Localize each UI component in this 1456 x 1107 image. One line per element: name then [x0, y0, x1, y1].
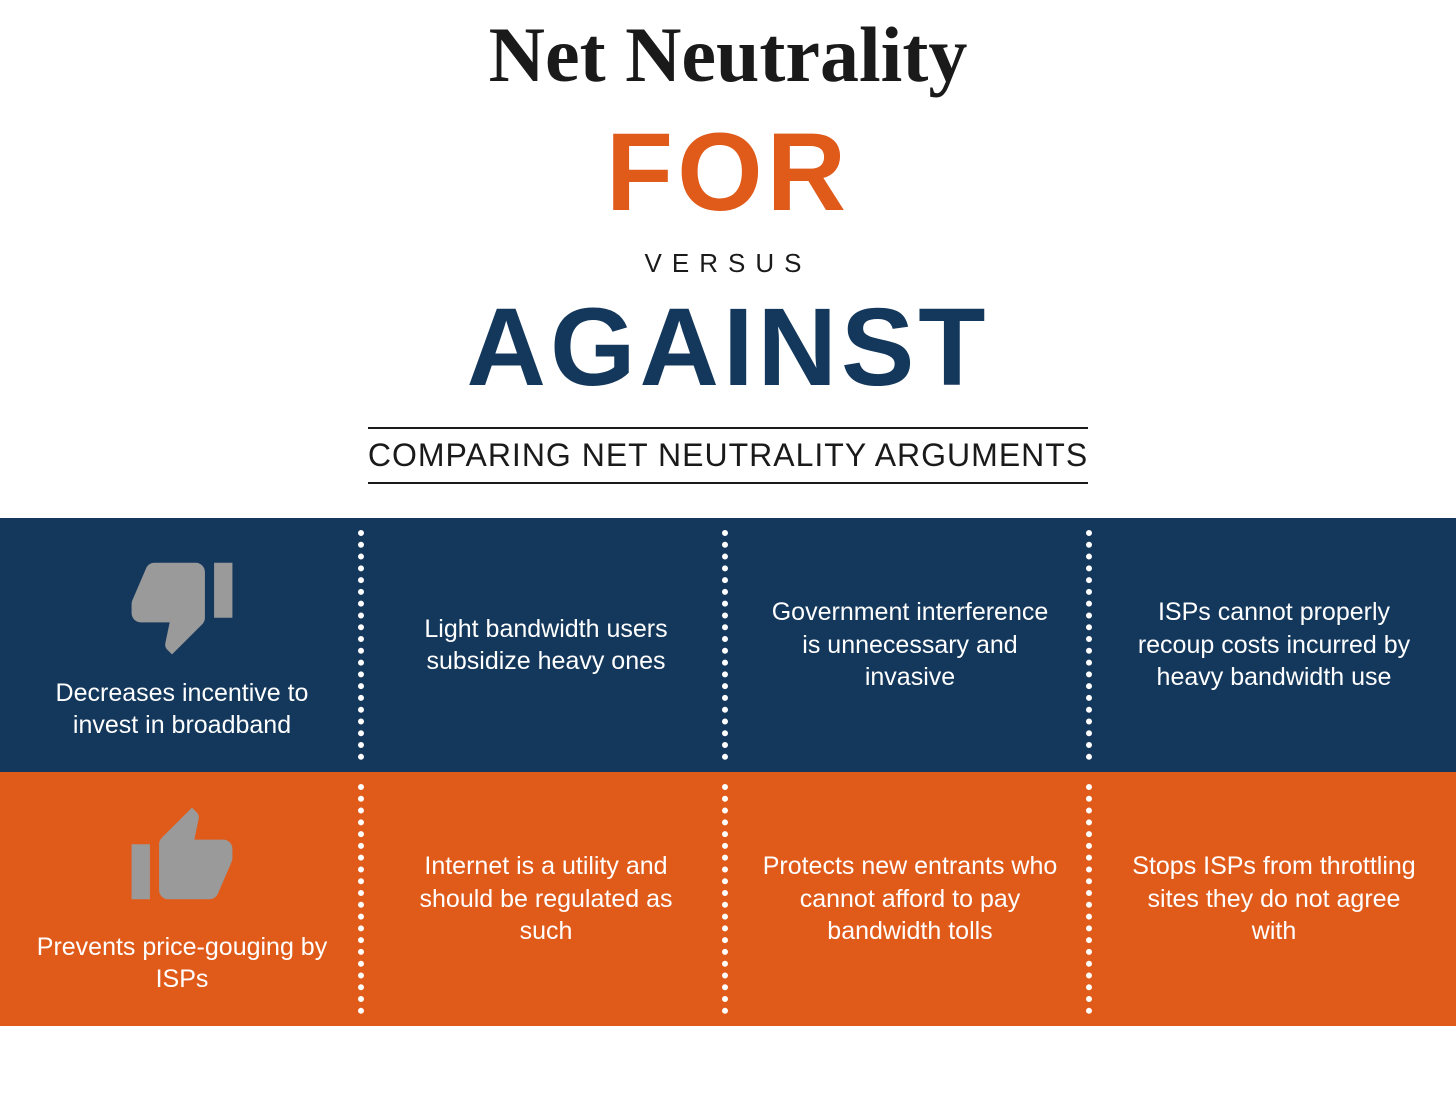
thumbs-up-icon — [127, 803, 237, 913]
for-cell-0: Prevents price-gouging by ISPs — [0, 772, 364, 1026]
page-title: Net Neutrality — [0, 10, 1456, 100]
against-text-2: Government interference is unnecessary a… — [762, 596, 1058, 694]
for-cell-2: Protects new entrants who cannot afford … — [728, 772, 1092, 1026]
header: Net Neutrality FOR VERSUS AGAINST COMPAR… — [0, 0, 1456, 484]
for-text-2: Protects new entrants who cannot afford … — [762, 850, 1058, 948]
thumbs-down-icon — [127, 549, 237, 659]
against-cell-1: Light bandwidth users subsidize heavy on… — [364, 518, 728, 772]
subtitle: COMPARING NET NEUTRALITY ARGUMENTS — [368, 437, 1088, 474]
against-text-1: Light bandwidth users subsidize heavy on… — [398, 613, 694, 678]
versus-label: VERSUS — [0, 248, 1456, 279]
comparison-grid: Decreases incentive to invest in broadba… — [0, 518, 1456, 1026]
for-cell-3: Stops ISPs from throttling sites they do… — [1092, 772, 1456, 1026]
for-heading: FOR — [0, 118, 1456, 228]
for-row: Prevents price-gouging by ISPs Internet … — [0, 772, 1456, 1026]
subtitle-rule: COMPARING NET NEUTRALITY ARGUMENTS — [368, 427, 1088, 484]
against-heading: AGAINST — [0, 293, 1456, 403]
against-text-3: ISPs cannot properly recoup costs incurr… — [1126, 596, 1422, 694]
for-text-0: Prevents price-gouging by ISPs — [34, 931, 330, 996]
against-cell-0: Decreases incentive to invest in broadba… — [0, 518, 364, 772]
for-cell-1: Internet is a utility and should be regu… — [364, 772, 728, 1026]
against-row: Decreases incentive to invest in broadba… — [0, 518, 1456, 772]
for-text-3: Stops ISPs from throttling sites they do… — [1126, 850, 1422, 948]
against-text-0: Decreases incentive to invest in broadba… — [34, 677, 330, 742]
for-text-1: Internet is a utility and should be regu… — [398, 850, 694, 948]
against-cell-2: Government interference is unnecessary a… — [728, 518, 1092, 772]
against-cell-3: ISPs cannot properly recoup costs incurr… — [1092, 518, 1456, 772]
